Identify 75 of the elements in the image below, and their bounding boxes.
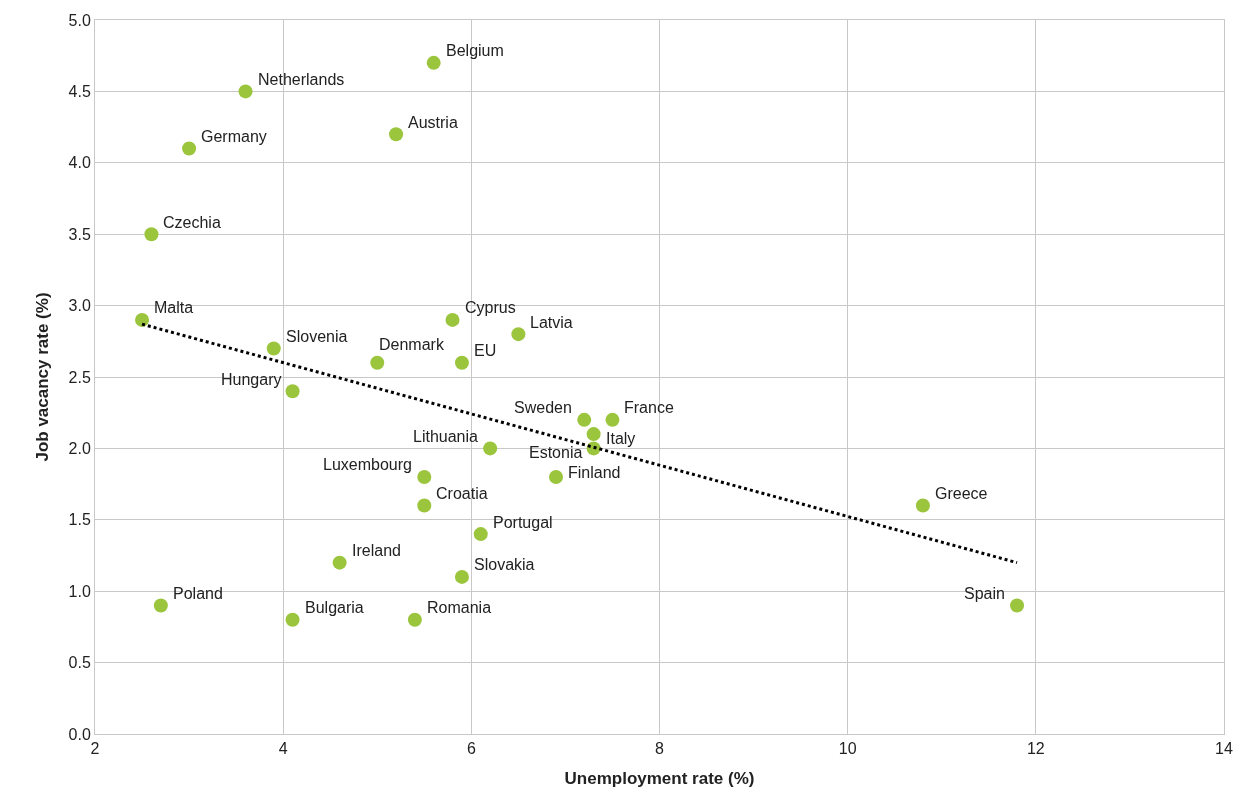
y-tick-label: 4.5	[68, 83, 91, 100]
point	[417, 498, 432, 513]
y-tick-label: 2.5	[68, 368, 91, 386]
point	[266, 341, 281, 356]
annotation: Belgium	[446, 42, 504, 59]
point	[483, 441, 498, 456]
y-tick-label: 3.0	[68, 297, 91, 315]
annotation: Denmark	[379, 336, 445, 353]
x-tick-label: 14	[1215, 740, 1233, 758]
point	[586, 427, 601, 442]
point	[153, 598, 168, 613]
point	[135, 312, 150, 327]
point	[238, 84, 253, 99]
annotation: Malta	[154, 299, 194, 316]
annotation: Ireland	[352, 542, 401, 559]
annotation: Estonia	[529, 444, 583, 461]
annotation: France	[624, 399, 674, 416]
point	[445, 312, 460, 327]
point	[389, 127, 404, 142]
annotation: Poland	[173, 585, 223, 602]
y-tick-label: 1.0	[68, 582, 91, 600]
x-axis-title: Unemployment rate (%)	[564, 768, 755, 788]
x-tick-label: 12	[1026, 740, 1045, 758]
point	[285, 384, 300, 399]
y-tick-label: 5.0	[68, 11, 91, 29]
y-tick-label: 1.5	[68, 511, 91, 529]
x-tick-label: 2	[90, 740, 100, 758]
point	[454, 355, 469, 370]
point	[144, 227, 159, 242]
annotation: Luxembourg	[323, 456, 412, 473]
annotation: Greece	[935, 485, 988, 502]
annotation: Germany	[201, 128, 267, 145]
annotation: EU	[474, 342, 497, 359]
annotation: Bulgaria	[305, 599, 364, 616]
point	[605, 412, 620, 427]
x-tick-label: 10	[838, 740, 857, 758]
annotation: Lithuania	[413, 428, 479, 445]
y-tick-label: 0.0	[68, 725, 91, 743]
y-tick-label: 4.0	[68, 154, 91, 172]
x-tick-label: 8	[655, 740, 665, 758]
point	[473, 527, 488, 542]
annotation: Romania	[427, 599, 492, 616]
y-tick-label: 3.5	[68, 225, 91, 243]
annotation: Portugal	[493, 514, 553, 531]
annotation: Cyprus	[465, 299, 516, 316]
annotation: Slovakia	[474, 556, 535, 573]
point	[370, 355, 385, 370]
annotation: Croatia	[436, 485, 488, 502]
x-tick-label: 4	[278, 740, 288, 758]
x-tick-label: 6	[466, 740, 476, 758]
point	[285, 612, 300, 627]
point	[915, 498, 930, 513]
annotation: Slovenia	[286, 328, 348, 345]
point	[511, 327, 526, 342]
annotation: Finland	[568, 464, 621, 481]
annotation: Latvia	[530, 314, 573, 331]
point	[1010, 598, 1025, 613]
point	[549, 469, 564, 484]
annotation: Sweden	[514, 399, 572, 416]
point	[426, 55, 441, 70]
y-axis-title: Job vacancy rate (%)	[33, 292, 53, 462]
annotation: Netherlands	[258, 71, 345, 88]
y-tick-label: 0.5	[68, 654, 91, 672]
annotation: Spain	[964, 585, 1005, 602]
annotation: Italy	[606, 430, 636, 447]
annotation: Hungary	[221, 371, 282, 388]
point	[407, 612, 422, 627]
point	[332, 555, 347, 570]
point	[182, 141, 197, 156]
annotation: Austria	[408, 114, 458, 131]
point	[577, 412, 592, 427]
annotation: Czechia	[163, 214, 221, 231]
point	[454, 569, 469, 584]
point	[417, 469, 432, 484]
y-tick-label: 2.0	[68, 440, 91, 457]
